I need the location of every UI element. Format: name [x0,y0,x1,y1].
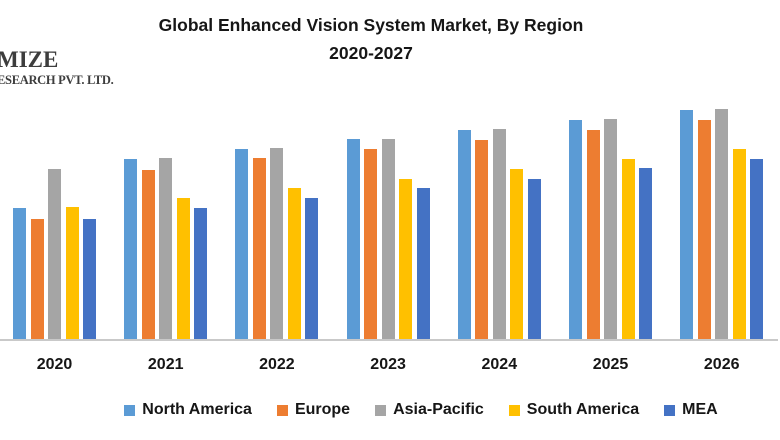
bar-south-america-2025 [621,159,635,339]
x-axis-label-2020: 2020 [36,356,73,373]
bar-south-america-2026 [732,149,746,339]
bar-europe-2022 [252,158,266,339]
legend-label-mea: MEA [682,401,718,418]
legend-label-north-america: North America [142,401,252,418]
x-axis-label-2022: 2022 [259,356,295,373]
bar-south-america-2022 [287,188,301,339]
x-axis-label-2021: 2021 [147,356,184,373]
x-axis-labels: 2020 2021 2022 2023 2024 2025 2026 [0,356,780,378]
legend: North America Europe Asia-Pacific South Ame… [31,401,780,419]
bar-asia-pacific-2026 [715,109,729,339]
legend-marker-north-america [124,404,136,416]
legend-label-south-america: South America [526,401,640,418]
bar-mea-2025 [639,168,652,339]
bar-north-america-2026 [680,110,694,339]
legend-item-mea: MEA [664,401,718,419]
chart-title: Global Enhanced Vision System Market, By… [0,11,742,67]
bar-asia-pacific-2023 [381,139,395,339]
legend-item-europe: Europe [276,401,351,419]
legend-label-europe: Europe [294,401,351,418]
bar-mea-2023 [416,188,430,339]
logo-text-line1: MIZE [0,47,59,72]
x-axis-line [0,339,778,341]
legend-marker-south-america [508,404,520,416]
legend-item-south-america: South America [508,401,640,419]
bar-south-america-2024 [510,169,524,339]
bar-north-america-2024 [457,130,471,339]
bar-mea-2022 [305,198,319,339]
bar-mea-2020 [83,219,96,339]
plot-area [13,109,764,339]
bar-europe-2026 [697,120,711,339]
bar-asia-pacific-2025 [604,119,617,339]
bar-north-america-2020 [13,208,26,339]
logo-text-line2: ESEARCH PVT. LTD. [0,73,114,87]
x-axis-label-2026: 2026 [703,356,740,373]
bar-north-america-2025 [569,120,582,339]
bar-asia-pacific-2022 [270,148,284,339]
bar-mea-2021 [194,208,208,339]
x-axis-label-2024: 2024 [481,356,518,373]
bar-europe-2023 [364,149,378,339]
legend-label-asia-pacific: Asia-Pacific [393,401,484,418]
chart-title-line2: 2020-2027 [329,43,413,63]
x-axis-label-2025: 2025 [592,356,629,373]
bar-north-america-2022 [235,149,249,339]
bar-europe-2025 [586,130,600,339]
legend-marker-europe [276,404,288,416]
bar-north-america-2021 [124,159,138,339]
maximize-market-research-logo: MIZE ESEARCH PVT. LTD. [0,47,114,87]
bar-asia-pacific-2020 [48,169,61,339]
bar-asia-pacific-2024 [492,129,506,339]
bar-south-america-2023 [399,179,413,339]
legend-marker-mea [664,404,676,416]
bar-north-america-2023 [346,139,360,339]
bar-europe-2024 [475,140,489,339]
legend-marker-asia-pacific [375,404,387,416]
chart-title-line1: Global Enhanced Vision System Market, By… [158,15,584,35]
bar-asia-pacific-2021 [159,158,173,339]
legend-item-asia-pacific: Asia-Pacific [375,401,484,419]
bar-mea-2026 [750,159,764,339]
bar-south-america-2020 [65,207,79,339]
bar-europe-2021 [141,170,155,339]
bar-mea-2024 [527,179,541,339]
x-axis-label-2023: 2023 [370,356,406,373]
bar-south-america-2021 [176,198,190,339]
bar-europe-2020 [30,219,44,339]
legend-item-north-america: North America [124,401,252,419]
